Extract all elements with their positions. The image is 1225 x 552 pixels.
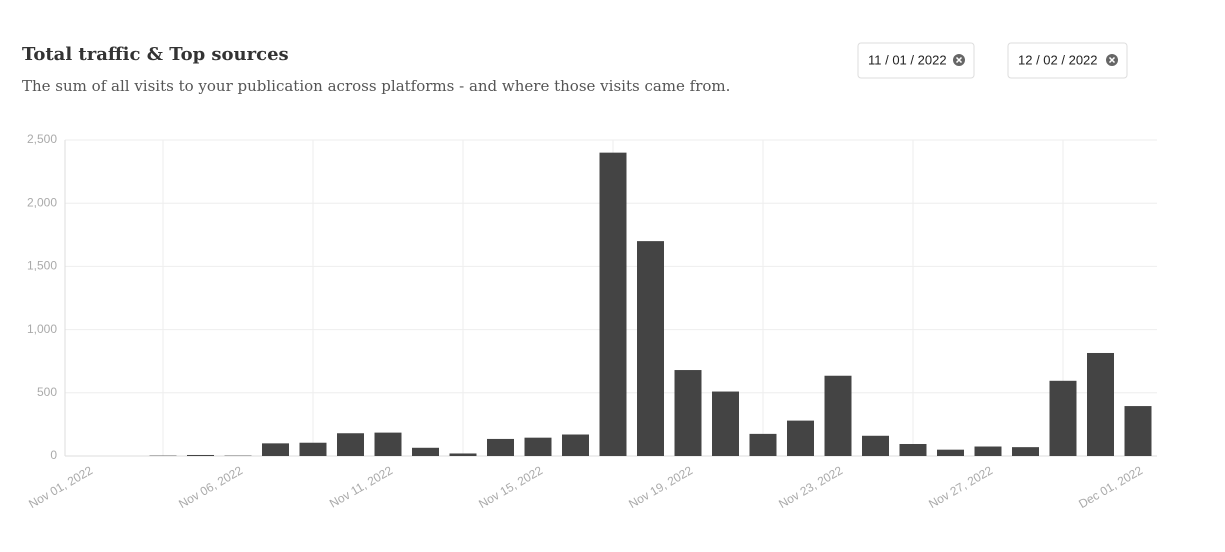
date-text: 11 / 01 / 2022 — [868, 52, 947, 67]
bar — [262, 443, 289, 456]
clear-icon-x — [1108, 56, 1116, 64]
bar — [674, 370, 702, 456]
bar — [1124, 406, 1152, 456]
x-tick-label: Nov 27, 2022 — [926, 463, 995, 511]
bar — [824, 375, 852, 456]
x-tick-label: Nov 01, 2022 — [26, 463, 95, 511]
date-input[interactable]: 11 / 01 / 2022 — [857, 42, 975, 79]
x-tick-label: Nov 19, 2022 — [626, 463, 695, 511]
date-text: 12 / 02 / 2022 — [1018, 52, 1098, 67]
x-tick-label: Nov 15, 2022 — [476, 463, 545, 511]
chart-subtitle: The sum of all visits to your publicatio… — [22, 77, 730, 95]
bar — [749, 433, 777, 456]
date-input-box[interactable] — [857, 42, 975, 79]
bar — [899, 443, 927, 456]
bar — [374, 432, 402, 456]
bar — [1087, 352, 1114, 456]
y-tick-label: 2,500 — [27, 132, 57, 146]
bar — [412, 447, 439, 456]
bar — [299, 442, 327, 456]
y-tick-label: 1,500 — [27, 259, 57, 273]
x-tick-label: Dec 01, 2022 — [1076, 463, 1145, 511]
y-tick-label: 2,000 — [27, 195, 57, 209]
bar — [337, 433, 364, 456]
bar — [862, 435, 889, 456]
y-tick-label: 0 — [50, 448, 57, 462]
x-tick-label: Nov 23, 2022 — [776, 463, 845, 511]
bar — [787, 420, 814, 456]
x-tick-label: Nov 11, 2022 — [327, 463, 395, 511]
chart-title: Total traffic & Top sources — [22, 44, 289, 65]
date-input[interactable]: 12 / 02 / 2022 — [1007, 42, 1128, 79]
bar — [637, 241, 664, 456]
bar — [974, 446, 1002, 456]
y-tick-label: 500 — [37, 385, 57, 399]
bar — [1049, 380, 1077, 456]
bar — [599, 152, 627, 456]
bar — [712, 391, 739, 456]
bar — [524, 437, 552, 456]
clear-icon-x — [955, 56, 963, 64]
bar — [449, 453, 477, 456]
bar — [487, 438, 514, 456]
bar — [937, 449, 964, 456]
bar — [1012, 447, 1039, 456]
bar — [562, 434, 589, 456]
x-tick-label: Nov 06, 2022 — [176, 463, 245, 511]
date-input-box[interactable] — [1007, 42, 1128, 79]
bar — [187, 454, 214, 456]
y-tick-label: 1,000 — [27, 322, 57, 336]
